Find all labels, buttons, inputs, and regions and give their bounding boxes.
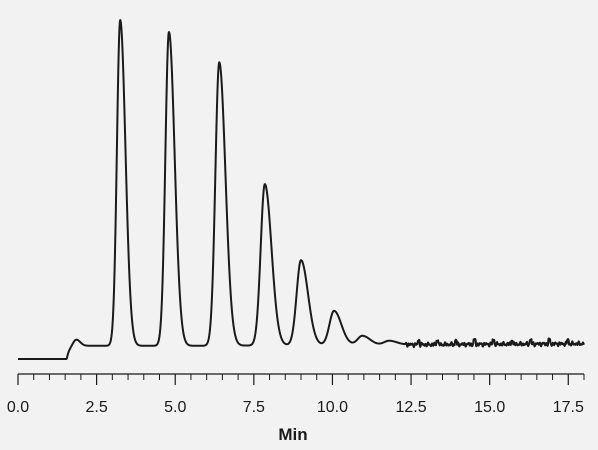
x-tick-label: 10.0 xyxy=(317,399,348,416)
x-tick-label: 0.0 xyxy=(7,399,29,416)
x-tick-label: 12.5 xyxy=(395,399,426,416)
x-tick-label: 17.5 xyxy=(553,399,584,416)
x-tick-label: 7.5 xyxy=(243,399,265,416)
x-tick-label: 2.5 xyxy=(85,399,107,416)
x-axis: 0.0 2.5 5.0 7.5 10.0 12.5 15.0 17.5 xyxy=(7,373,585,416)
chromatogram-trace xyxy=(17,19,585,360)
x-tick-label: 15.0 xyxy=(474,399,505,416)
trace-layer xyxy=(17,19,585,360)
x-axis-title: Min xyxy=(278,425,307,444)
x-tick-label: 5.0 xyxy=(164,399,186,416)
